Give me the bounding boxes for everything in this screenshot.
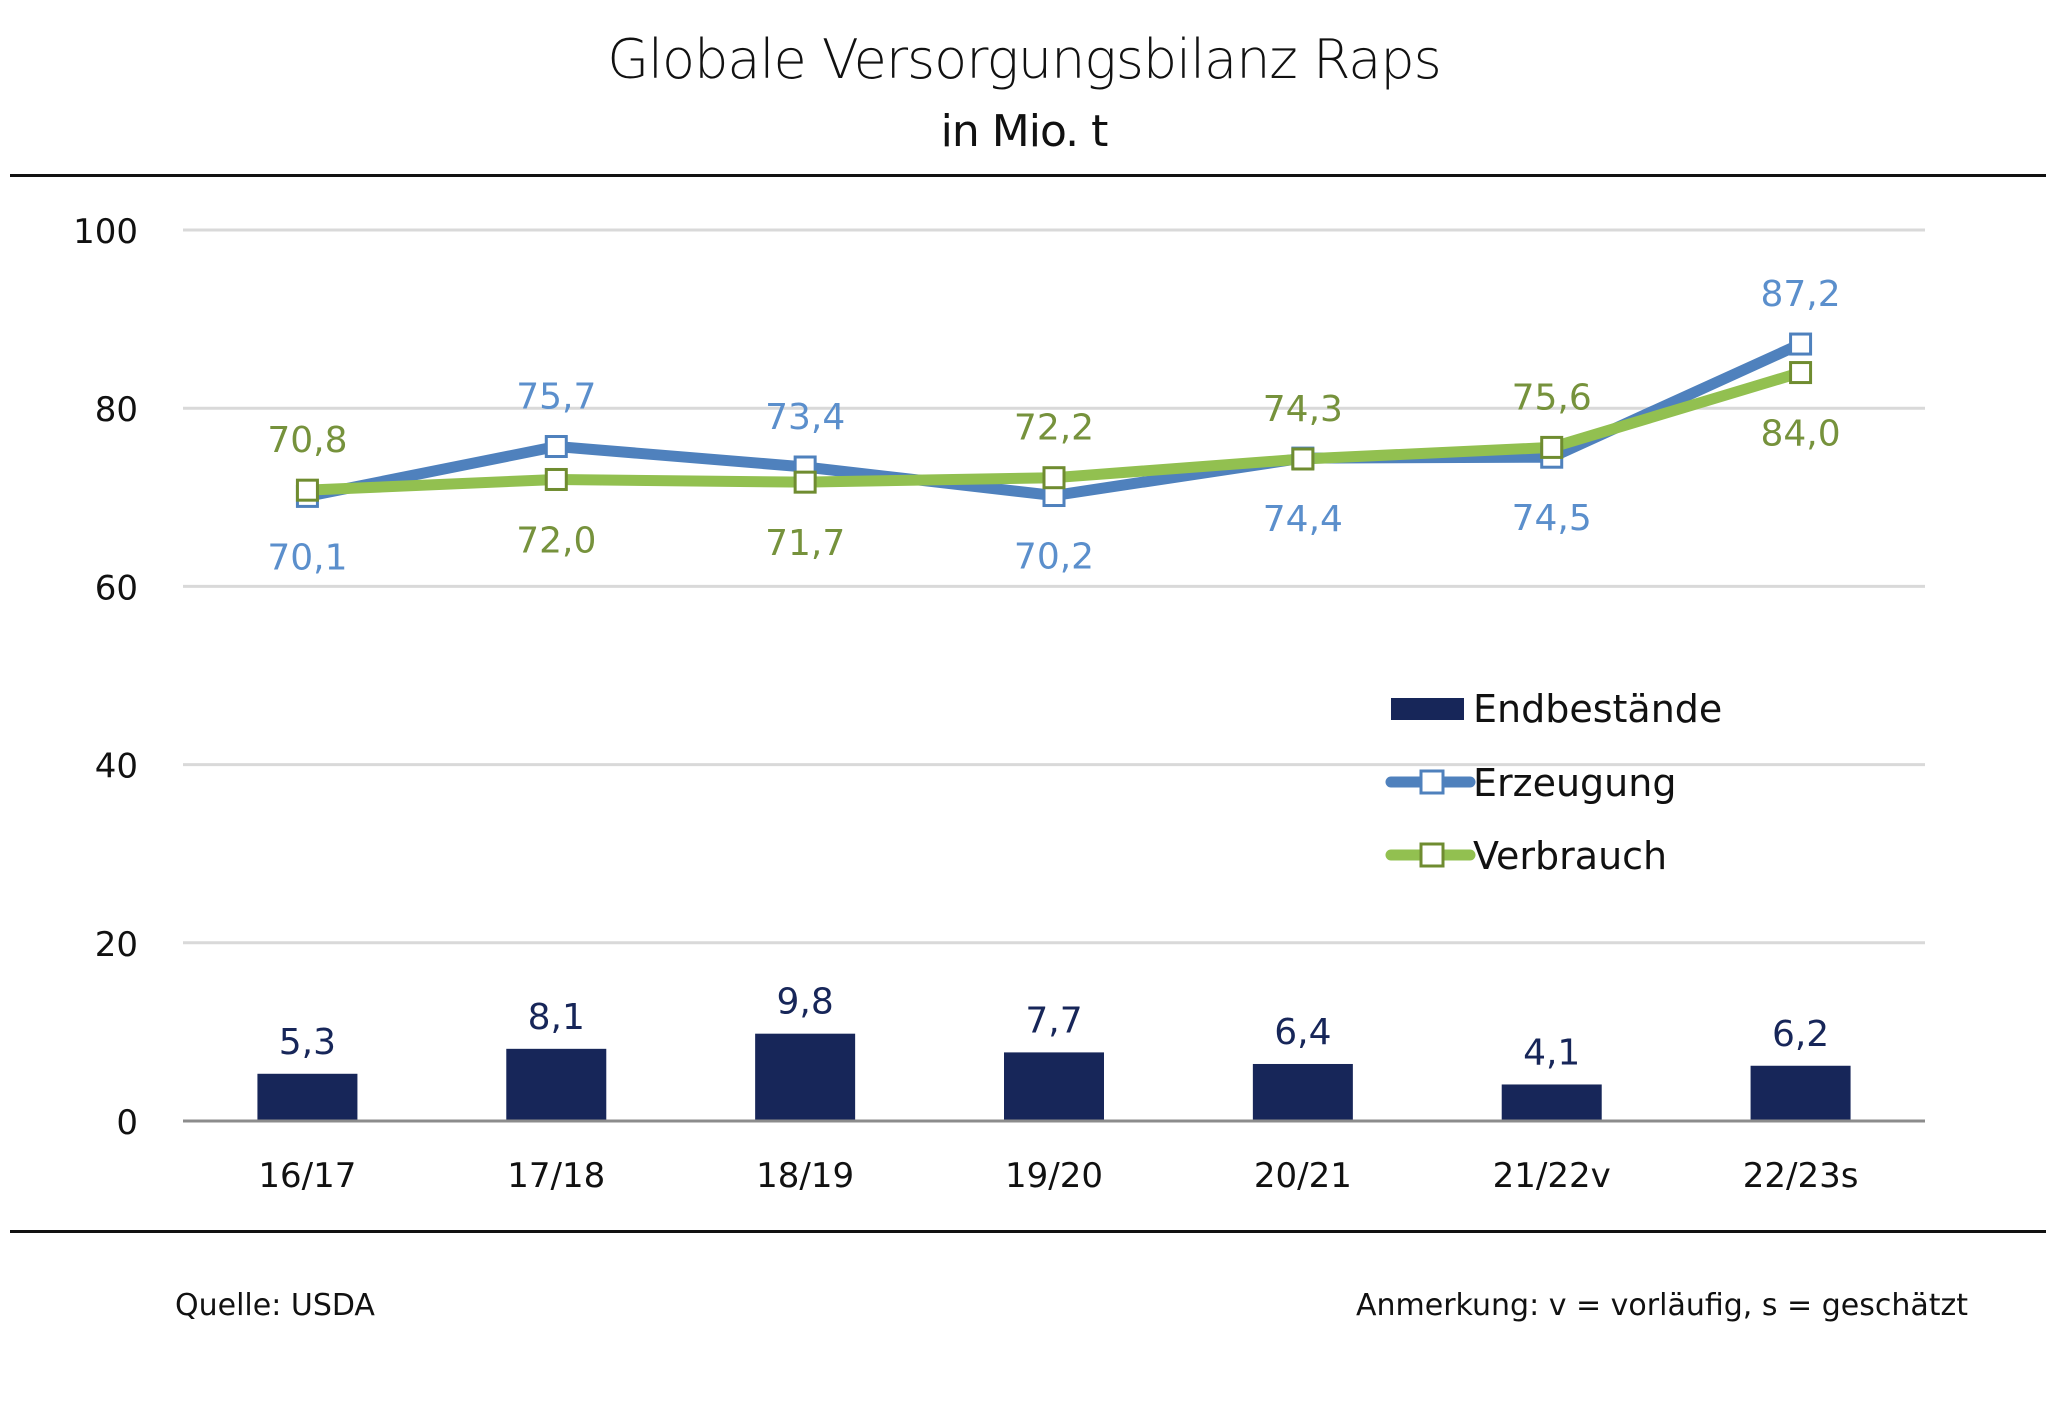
line-data-label: 87,2 — [1760, 274, 1840, 315]
top-rule — [10, 174, 2046, 177]
bar — [755, 1033, 856, 1121]
line-data-label: 72,2 — [1014, 408, 1094, 449]
line-data-label: 74,3 — [1263, 389, 1343, 430]
line-data-label: 74,5 — [1512, 498, 1592, 539]
y-tick-label: 20 — [95, 925, 138, 965]
marker — [1789, 332, 1813, 356]
line-data-label: 71,7 — [765, 523, 845, 564]
bar — [1501, 1084, 1602, 1121]
bar — [257, 1073, 358, 1121]
x-tick-label: 19/20 — [1005, 1156, 1103, 1196]
line-data-label: 70,8 — [267, 420, 347, 461]
y-tick-label: 60 — [95, 568, 138, 608]
legend-label: Endbestände — [1473, 687, 1722, 731]
line-data-label: 70,2 — [1014, 537, 1094, 578]
annotation-note: Anmerkung: v = vorläufig, s = geschätzt — [1356, 1288, 1968, 1323]
line-data-label: 72,0 — [516, 520, 596, 561]
x-tick-label: 18/19 — [756, 1156, 854, 1196]
legend-swatch-bar — [1391, 698, 1464, 720]
legend-label: Verbrauch — [1473, 834, 1667, 878]
marker — [1789, 361, 1813, 385]
x-tick-label: 17/18 — [507, 1156, 605, 1196]
chart-subtitle: in Mio. t — [940, 106, 1109, 157]
bar-data-label: 9,8 — [777, 982, 834, 1023]
line-data-label: 75,6 — [1512, 377, 1592, 418]
x-tick-label: 22/23s — [1743, 1156, 1859, 1196]
y-tick-label: 40 — [95, 747, 138, 787]
y-tick-label: 80 — [95, 390, 138, 430]
line-data-label: 84,0 — [1760, 414, 1840, 455]
bar — [1004, 1052, 1104, 1121]
marker — [1042, 466, 1066, 490]
bar — [506, 1048, 607, 1121]
bottom-rule — [10, 1230, 2046, 1233]
legend-marker — [1419, 842, 1445, 868]
line-data-label: 75,7 — [516, 377, 596, 418]
line-data-label: 74,4 — [1263, 499, 1343, 540]
bar-data-label: 8,1 — [528, 997, 585, 1038]
bar-data-label: 6,4 — [1274, 1012, 1331, 1053]
marker — [544, 467, 568, 491]
bar-data-label: 6,2 — [1772, 1014, 1829, 1055]
bar-data-label: 4,1 — [1523, 1032, 1580, 1073]
bar-data-label: 5,3 — [279, 1022, 336, 1063]
chart-title: Globale Versorgungsbilanz Raps — [607, 28, 1442, 91]
marker — [295, 478, 319, 502]
x-tick-label: 21/22v — [1493, 1156, 1611, 1196]
bar-data-label: 7,7 — [1025, 1000, 1082, 1041]
x-tick-label: 20/21 — [1254, 1156, 1352, 1196]
marker — [544, 435, 568, 459]
x-tick-label: 16/17 — [258, 1156, 356, 1196]
bar — [1750, 1065, 1851, 1121]
legend-label: Erzeugung — [1473, 761, 1676, 805]
marker — [793, 470, 817, 494]
bar — [1252, 1063, 1353, 1121]
source-note: Quelle: USDA — [175, 1288, 375, 1323]
y-tick-label: 0 — [116, 1103, 138, 1143]
line-data-label: 70,1 — [267, 537, 347, 578]
marker — [1291, 447, 1315, 471]
line-data-label: 73,4 — [765, 397, 845, 438]
y-tick-label: 100 — [73, 212, 138, 252]
legend-marker — [1419, 769, 1445, 795]
marker — [1540, 435, 1564, 459]
